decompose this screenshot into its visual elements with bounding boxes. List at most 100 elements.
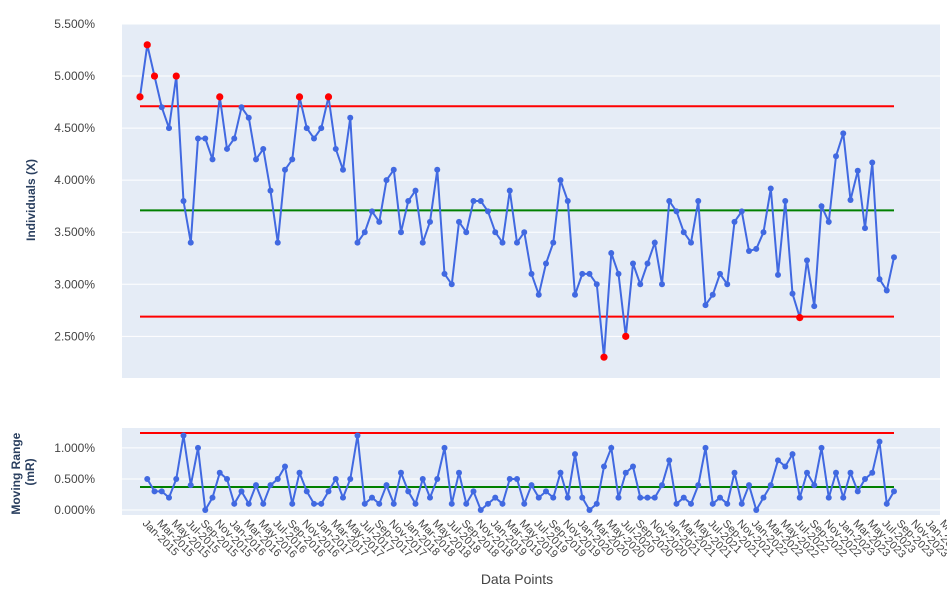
individuals-point: [514, 239, 520, 246]
moving-range-point: [180, 432, 187, 439]
moving-range-point: [506, 475, 513, 482]
individuals-point: [274, 239, 281, 246]
individuals-y-tick-label: 4.000%: [54, 173, 95, 187]
moving-range-point: [753, 507, 760, 514]
moving-range-point: [760, 494, 767, 501]
moving-range-gridlines: [122, 447, 940, 511]
moving-range-point: [709, 500, 716, 507]
individuals-points: [136, 41, 897, 361]
moving-range-point: [383, 482, 390, 489]
moving-range-y-axis-title: Moving Range (mR): [9, 429, 37, 514]
individuals-point: [456, 218, 462, 225]
individuals-point: [760, 229, 767, 236]
individuals-point: [448, 281, 455, 288]
moving-range-point: [615, 494, 622, 501]
individuals-point: [289, 156, 296, 163]
moving-range-point: [724, 500, 731, 507]
individuals-signal-point: [600, 353, 608, 361]
moving-range-point: [224, 475, 230, 482]
individuals-signal-point: [143, 41, 151, 49]
individuals-point: [354, 239, 361, 246]
moving-range-point: [651, 494, 658, 501]
moving-range-point: [521, 500, 528, 507]
moving-range-point: [434, 475, 441, 482]
individuals-point: [303, 125, 310, 132]
individuals-point: [775, 271, 781, 278]
individuals-point: [166, 125, 172, 132]
moving-range-point: [680, 494, 687, 501]
individuals-y-tick-label: 5.000%: [54, 69, 95, 83]
individuals-point: [238, 104, 245, 111]
moving-range-point: [245, 500, 252, 507]
individuals-point: [209, 156, 216, 163]
individuals-point: [195, 135, 201, 142]
individuals-point: [224, 145, 230, 152]
individuals-point: [840, 130, 847, 137]
moving-range-point: [376, 500, 383, 507]
individuals-point: [637, 281, 644, 288]
moving-range-point: [854, 488, 861, 495]
moving-range-point: [775, 457, 781, 464]
individuals-point: [470, 198, 477, 204]
moving-range-point: [289, 500, 296, 507]
individuals-point: [738, 208, 745, 215]
moving-range-point: [485, 500, 491, 507]
individuals-point: [811, 303, 818, 310]
moving-range-point: [666, 457, 673, 464]
moving-range-point: [535, 494, 542, 501]
individuals-point: [202, 135, 209, 142]
moving-range-point: [688, 500, 694, 507]
individuals-signal-point: [295, 93, 304, 101]
individuals-plot-area: [122, 24, 940, 378]
individuals-point: [644, 260, 651, 267]
moving-range-point: [216, 469, 223, 476]
individuals-point: [390, 166, 397, 173]
individuals-point: [376, 218, 383, 225]
individuals-point: [717, 270, 723, 277]
individuals-point: [369, 208, 375, 215]
individuals-y-tick-label: 3.500%: [54, 225, 95, 239]
moving-range-point: [608, 444, 615, 451]
moving-range-point: [390, 500, 397, 507]
individuals-point: [564, 198, 571, 204]
moving-range-point: [746, 482, 752, 489]
individuals-point: [709, 291, 716, 298]
moving-range-point: [296, 469, 303, 476]
individuals-signal-point: [172, 72, 180, 80]
moving-range-point: [847, 469, 854, 476]
individuals-point: [557, 177, 564, 184]
moving-range-point: [253, 482, 259, 489]
individuals-point: [253, 156, 259, 163]
moving-range-point: [695, 482, 702, 489]
moving-range-point: [702, 444, 709, 451]
moving-range-point: [869, 469, 876, 476]
individuals-point: [267, 187, 274, 194]
individuals-point: [876, 276, 883, 283]
individuals-point: [666, 198, 673, 204]
individuals-y-tick-label: 4.500%: [54, 121, 95, 135]
individuals-point: [862, 225, 868, 232]
moving-range-point: [622, 469, 629, 476]
individuals-point: [398, 229, 404, 236]
moving-range-point: [470, 488, 477, 495]
moving-range-point: [173, 475, 180, 482]
individuals-signal-point: [324, 93, 333, 101]
individuals-point: [506, 187, 513, 194]
moving-range-point: [274, 475, 281, 482]
individuals-point: [158, 104, 165, 111]
individuals-point: [434, 166, 441, 173]
individuals-y-tick-label: 2.500%: [54, 329, 95, 343]
moving-range-point: [564, 494, 571, 501]
moving-range-point: [492, 494, 499, 501]
individuals-point: [825, 218, 832, 225]
individuals-point: [833, 153, 839, 160]
moving-range-point: [601, 463, 607, 470]
individuals-point: [630, 260, 636, 267]
individuals-point: [854, 167, 861, 174]
moving-range-point: [448, 500, 455, 507]
moving-range-point: [144, 475, 151, 482]
individuals-point: [767, 185, 774, 192]
individuals-point: [528, 270, 535, 277]
moving-range-point: [318, 500, 325, 507]
individuals-point: [724, 281, 731, 288]
